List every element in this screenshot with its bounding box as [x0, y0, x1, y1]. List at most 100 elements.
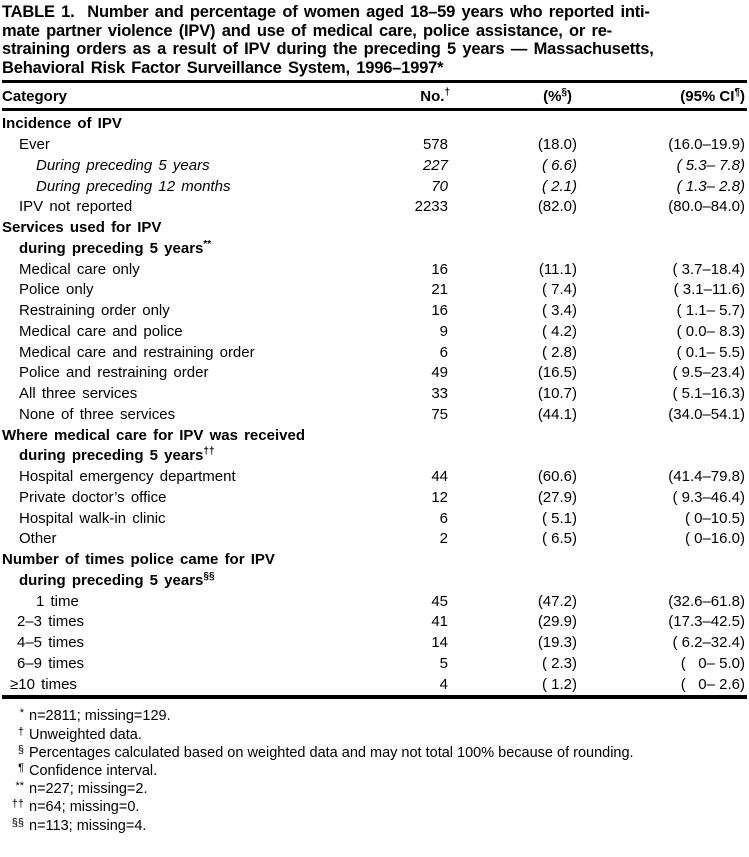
cell-percent — [458, 571, 580, 592]
cell-no — [372, 571, 458, 592]
cell-no: 70 — [431, 177, 448, 195]
cell-percent: (19.3) — [537, 634, 577, 652]
cell-no — [372, 114, 458, 135]
table-row: Medical care and police 9 ( 4.2) ( 0.0– 8.3… — [2, 322, 747, 343]
cell-percent — [458, 239, 580, 260]
table-row: during preceding 5 years** — [2, 239, 747, 260]
cell-no: 75 — [431, 405, 448, 423]
cell-category: Medical care only — [2, 260, 372, 281]
row-label: ≥10 times — [10, 675, 77, 693]
row-label: 1 time — [36, 592, 79, 610]
cell-category: ≥10 times — [2, 675, 372, 696]
row-label: Police and restraining order — [19, 364, 209, 382]
cell-category: None of three services — [2, 405, 372, 426]
cell-ci: ( 0–16.0) — [684, 530, 745, 548]
table-row: Medical care and restraining order 6 ( 2.8… — [2, 343, 747, 364]
footnote-marker: ** — [15, 780, 24, 793]
footnotes: * n=2811; missing=129. † Unweighted data. § P… — [2, 707, 747, 834]
row-label: Number of times police came for IPV — [2, 551, 275, 569]
cell-category: during preceding 5 years§§ — [2, 571, 372, 592]
table-title-line: TABLE 1. Number and percentage of women … — [2, 3, 650, 21]
cell-category: Hospital walk-in clinic — [2, 509, 372, 530]
cell-category: during preceding 5 years†† — [2, 446, 372, 467]
row-label: during preceding 5 years — [19, 239, 204, 257]
table-row: 2–3 times 41 (29.9) (17.3–42.5) — [2, 612, 747, 633]
row-label: IPV not reported — [19, 198, 133, 216]
footnote: ¶ Confidence interval. — [2, 762, 747, 780]
cell-percent: (29.9) — [537, 613, 577, 631]
row-label: Incidence of IPV — [2, 115, 122, 133]
cell-category: Police only — [2, 280, 372, 301]
cell-ci: ( 9.5–23.4) — [672, 364, 745, 382]
cell-ci: ( 5.3– 7.8) — [676, 156, 745, 174]
footnote-marker-ref: ** — [203, 238, 212, 250]
cell-category: Hospital emergency department — [2, 467, 372, 488]
footnote-marker: †† — [11, 798, 24, 811]
row-label: during preceding 5 years — [19, 447, 204, 465]
table-row: Restraining order only 16 ( 3.4) ( 1.1– 5.7… — [2, 301, 747, 322]
table-title: TABLE 1. Number and percentage of women … — [2, 3, 747, 77]
cell-no: 41 — [431, 613, 448, 631]
cell-ci — [580, 114, 747, 135]
row-label: All three services — [19, 385, 138, 403]
cell-ci — [580, 571, 747, 592]
footnote-text: Confidence interval. — [29, 762, 158, 779]
cell-category: 2–3 times — [2, 612, 372, 633]
cell-category: Private doctor’s office — [2, 488, 372, 509]
cell-no — [372, 218, 458, 239]
cell-no: 21 — [431, 281, 448, 299]
cell-ci: ( 1.3– 2.8) — [676, 177, 745, 195]
footnote-marker: † — [17, 725, 24, 738]
cell-percent: (11.1) — [538, 260, 577, 278]
cell-no: 578 — [422, 136, 448, 154]
table-row: Police only 21 ( 7.4) ( 3.1–11.6) — [2, 280, 747, 301]
cell-percent: (82.0) — [537, 198, 577, 216]
table-row: Hospital emergency department 44 (60.6) (41… — [2, 467, 747, 488]
horizontal-rule-header — [2, 108, 747, 112]
cell-percent: ( 2.1) — [541, 177, 577, 195]
row-label: Restraining order only — [19, 302, 170, 320]
column-header-percent: (%§) — [543, 87, 572, 106]
cell-no: 12 — [431, 488, 448, 506]
table-row: Ever 578 (18.0) (16.0–19.9) — [2, 135, 747, 156]
cell-ci: ( 0.1– 5.5) — [676, 343, 745, 361]
cell-no: 16 — [431, 260, 448, 278]
horizontal-rule-top — [2, 80, 747, 84]
cell-ci: ( 0–10.5) — [684, 509, 745, 527]
cell-ci: (32.6–61.8) — [668, 592, 745, 610]
cell-ci: ( 0– 2.6) — [680, 675, 745, 693]
cell-category: Medical care and restraining order — [2, 343, 372, 364]
footnote: §§ n=113; missing=4. — [2, 817, 747, 835]
cell-no: 45 — [431, 592, 448, 610]
row-label: During preceding 12 months — [36, 177, 231, 195]
footnote-text: n=113; missing=4. — [29, 817, 147, 834]
cell-category: Services used for IPV — [2, 218, 372, 239]
cell-category: During preceding 5 years — [2, 156, 372, 177]
row-label: Hospital walk-in clinic — [19, 509, 166, 527]
row-label: Medical care only — [19, 260, 140, 278]
cell-no — [372, 550, 458, 571]
row-label: None of three services — [19, 405, 176, 423]
cell-no: 16 — [431, 302, 448, 320]
cell-no: 33 — [431, 385, 448, 403]
row-label: Medical care and restraining order — [19, 343, 255, 361]
cell-ci: ( 0.0– 8.3) — [676, 322, 745, 340]
row-label: Medical care and police — [19, 322, 183, 340]
column-header-category: Category — [2, 88, 68, 106]
footnote: †† n=64; missing=0. — [2, 798, 747, 816]
table-row: 4–5 times 14 (19.3) ( 6.2–32.4) — [2, 633, 747, 654]
cell-percent: ( 2.3) — [541, 654, 577, 672]
cell-category: Where medical care for IPV was received — [2, 426, 372, 447]
cell-no: 6 — [439, 343, 448, 361]
table-row: Medical care only 16 (11.1) ( 3.7–18.4) — [2, 260, 747, 281]
cell-percent: (27.9) — [537, 488, 577, 506]
row-label: Where medical care for IPV was received — [2, 426, 305, 444]
table-title-line: mate partner violence (IPV) and use of m… — [2, 21, 612, 40]
row-label: Hospital emergency department — [19, 468, 236, 486]
cell-ci: ( 9.3–46.4) — [672, 488, 745, 506]
cell-ci — [580, 550, 747, 571]
cell-percent: ( 6.6) — [541, 156, 577, 174]
cell-percent: (16.5) — [537, 364, 577, 382]
footnote-marker: * — [19, 707, 24, 720]
